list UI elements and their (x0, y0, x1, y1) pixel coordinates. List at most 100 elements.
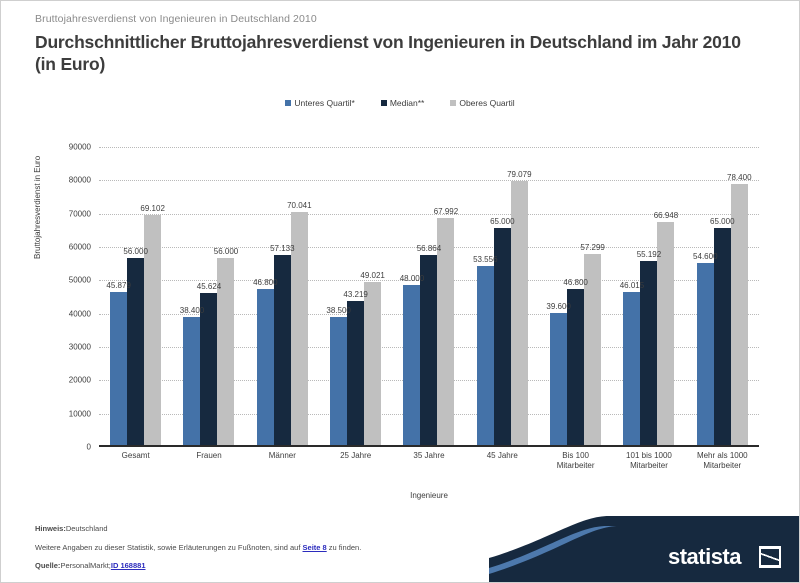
bar[interactable] (347, 300, 365, 445)
logo-wordmark: statista (667, 544, 742, 569)
gridline (99, 147, 759, 148)
bar[interactable] (144, 214, 162, 445)
legend-swatch-icon (285, 99, 292, 106)
y-tick-label: 50000 (68, 275, 91, 285)
legend-swatch-icon (450, 99, 457, 106)
bar[interactable] (476, 266, 494, 445)
plot-region: 0 10000 20000 30000 40000 50000 60000 70000 8000… (69, 143, 759, 452)
bar[interactable] (437, 218, 455, 445)
footer-info-row: Weitere Angaben zu dieser Statistik, sow… (35, 542, 495, 553)
y-tick-label: 10000 (68, 409, 91, 419)
bar-group: 48.000 56.864 67.992 (392, 147, 465, 445)
bar-value-label: 57.299 (580, 243, 605, 253)
x-tick-label: 35 Jahre (413, 451, 445, 460)
legend-item-3[interactable]: Oberes Quartil (450, 98, 515, 108)
x-tick-label: Gesamt (121, 451, 150, 460)
bar-slot: 45.879 (106, 147, 131, 445)
bar[interactable] (273, 254, 291, 445)
bar[interactable] (183, 317, 201, 445)
bar-slot: 57.299 (580, 147, 605, 445)
bar-value-label: 39.600 (546, 302, 571, 311)
bar[interactable] (713, 228, 731, 445)
chart-area: Bruttojahresverdienst in Euro 0 10000 2000… (33, 143, 767, 507)
gridline (99, 247, 759, 248)
bar[interactable] (403, 285, 421, 445)
bar[interactable] (330, 316, 348, 445)
bar-slot: 55.192 (637, 147, 661, 445)
bar[interactable] (730, 183, 748, 445)
bar-value-label: 67.992 (433, 207, 459, 217)
footer-info-post: zu finden. (326, 542, 362, 552)
bar[interactable] (217, 258, 235, 445)
bar-slot: 53.556 (473, 147, 498, 445)
bar-value-label: 56.864 (416, 244, 442, 254)
bar-slot: 43.219 (343, 147, 368, 445)
footer-note-label: Hinweis: (35, 524, 66, 533)
y-tick-label: 60000 (68, 242, 91, 252)
legend-item-2[interactable]: Median** (380, 97, 425, 108)
bar-value-label: 46.800 (563, 278, 588, 287)
legend-item-1[interactable]: Unteres Quartil* (285, 98, 355, 108)
bar-slot: 46.015 (620, 147, 644, 445)
bar[interactable] (256, 289, 274, 445)
bar[interactable] (567, 289, 585, 445)
bar-value-label: 66.948 (653, 210, 679, 220)
bar-value-label: 38.500 (326, 305, 351, 315)
bar[interactable] (110, 292, 128, 445)
footer-page-link[interactable]: Seite 8 (302, 542, 327, 552)
y-tick-label: 40000 (68, 309, 91, 319)
chart-legend: Unteres Quartil* Median** Oberes Quartil (1, 98, 799, 108)
bar-value-label: 65.000 (710, 217, 735, 227)
bar[interactable] (200, 292, 218, 445)
bar-value-label: 46.015 (619, 280, 645, 290)
bar-slot: 65.000 (490, 147, 515, 445)
bar-value-label: 69.102 (140, 203, 165, 213)
bar-value-label: 45.879 (106, 281, 131, 291)
footer-info-pre: Weitere Angaben zu dieser Statistik, sow… (35, 542, 303, 552)
bar-slot: 46.800 (253, 147, 278, 445)
bar-slot: 56.000 (123, 147, 148, 445)
bar[interactable] (420, 255, 438, 445)
statista-logo[interactable]: statista (489, 516, 799, 582)
bar-group: 54.600 65.000 78.400 (686, 147, 759, 445)
bar[interactable] (623, 291, 641, 445)
gridline (99, 213, 759, 215)
bar-value-label: 49.021 (360, 270, 385, 280)
bar-value-label: 56.000 (213, 247, 239, 257)
bar-group: 38.400 45.624 56.000 (172, 147, 245, 445)
bar-slot: 38.500 (326, 147, 351, 445)
bar-value-label: 65.000 (490, 217, 515, 227)
bar[interactable] (696, 263, 714, 445)
bar[interactable] (290, 211, 308, 445)
logo-glyph-icon (759, 546, 781, 568)
bar-slot: 66.948 (654, 147, 678, 445)
bar-slot: 38.400 (180, 147, 204, 445)
bar-value-label: 57.133 (270, 243, 295, 253)
y-tick-label: 0 (86, 442, 91, 452)
x-tick-label: 101 bis 1000 Mitarbeiter (626, 451, 672, 470)
bar-slot: 65.000 (710, 147, 735, 445)
bar[interactable] (657, 221, 675, 445)
logo-wave-shape (489, 516, 799, 582)
bar-value-label: 38.400 (179, 306, 205, 315)
footer-source-label: Quelle: (35, 561, 61, 571)
bar[interactable] (493, 228, 511, 445)
x-tick-label: 25 Jahre (340, 451, 372, 460)
gridline (99, 180, 759, 182)
bar[interactable] (640, 261, 658, 445)
bar-value-label: 78.400 (727, 172, 752, 182)
kicker-text: Bruttojahresverdienst von Ingenieuren in… (35, 13, 317, 25)
bar[interactable] (584, 254, 602, 445)
bar-value-label: 46.800 (253, 278, 278, 287)
y-tick-label: 30000 (68, 342, 91, 352)
bar[interactable] (364, 281, 382, 445)
bar[interactable] (510, 181, 528, 445)
legend-label: Median** (389, 97, 425, 108)
bar[interactable] (550, 313, 568, 445)
footer-id-link[interactable]: ID 168881 (110, 561, 146, 571)
y-tick-label: 70000 (68, 209, 91, 219)
bar[interactable] (127, 258, 145, 445)
bar-group: 39.600 46.800 57.299 (539, 147, 612, 445)
x-tick-label: 45 Jahre (486, 451, 518, 460)
